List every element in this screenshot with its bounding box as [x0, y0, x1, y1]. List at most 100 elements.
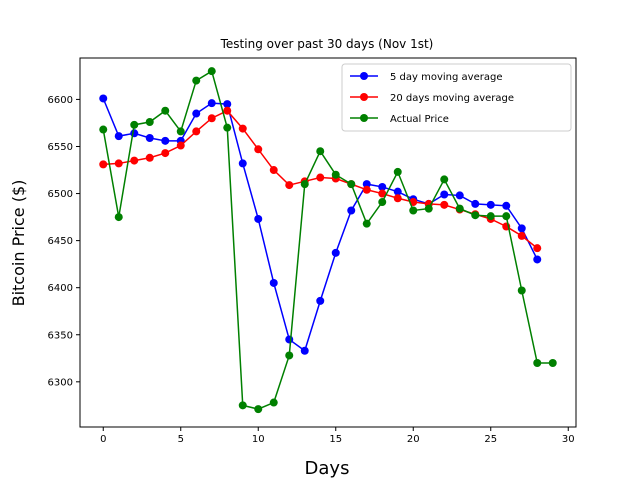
data-point	[440, 175, 449, 184]
data-point	[548, 358, 557, 367]
data-point	[223, 106, 232, 115]
legend-box	[341, 63, 572, 132]
data-point	[254, 405, 263, 414]
data-point	[269, 166, 278, 175]
x-axis-title: Days	[305, 458, 350, 479]
legend-label: 5 day moving average	[390, 72, 502, 83]
data-point	[114, 159, 123, 168]
data-point	[486, 200, 495, 209]
x-tick-label: 25	[484, 434, 497, 445]
data-point	[285, 335, 294, 344]
data-point	[238, 401, 247, 410]
legend-item: Actual Price	[350, 114, 449, 125]
data-point	[99, 160, 108, 169]
data-point	[207, 67, 216, 76]
data-point	[99, 94, 108, 103]
data-point	[393, 167, 402, 176]
data-point	[455, 204, 464, 213]
legend-marker	[360, 114, 368, 122]
data-point	[130, 129, 139, 138]
data-point	[238, 124, 247, 133]
data-point	[300, 346, 309, 355]
y-tick-label: 6300	[48, 377, 73, 388]
data-point	[502, 212, 511, 221]
data-point	[471, 199, 480, 208]
data-point	[238, 159, 247, 168]
data-point	[285, 351, 294, 360]
data-point	[393, 194, 402, 203]
data-point	[176, 127, 185, 136]
y-axis-title: Bitcoin Price ($)	[9, 180, 28, 307]
data-point	[300, 180, 309, 189]
data-point	[114, 213, 123, 222]
data-point	[440, 200, 449, 209]
data-point	[517, 286, 526, 295]
data-point	[331, 170, 340, 179]
data-point	[316, 173, 325, 182]
data-point	[517, 224, 526, 233]
data-point	[378, 182, 387, 191]
data-point	[533, 255, 542, 264]
data-point	[145, 118, 154, 127]
x-tick-label: 15	[329, 434, 342, 445]
series-3	[99, 67, 557, 414]
data-point	[362, 180, 371, 189]
x-tick-label: 20	[407, 434, 420, 445]
data-point	[393, 187, 402, 196]
x-axis: 0 5 10 15 20 25 30	[100, 427, 575, 445]
y-tick-label: 6350	[48, 330, 73, 341]
data-point	[223, 100, 232, 109]
x-tick-label: 10	[252, 434, 265, 445]
legend-item: 5 day moving average	[350, 72, 502, 83]
legend-label: 20 days moving average	[390, 93, 514, 104]
x-tick-label: 30	[562, 434, 575, 445]
data-point	[331, 248, 340, 257]
data-point	[192, 109, 201, 118]
data-point	[285, 181, 294, 190]
data-point	[440, 190, 449, 199]
data-point	[362, 219, 371, 228]
data-point	[130, 156, 139, 165]
y-axis: 6300 6350 6400 6450 6500 6550 6600	[48, 95, 80, 388]
data-point	[176, 141, 185, 150]
data-point	[269, 278, 278, 287]
data-point	[207, 99, 216, 108]
data-point	[145, 153, 154, 162]
x-tick-label: 5	[178, 434, 184, 445]
data-point	[114, 132, 123, 141]
y-tick-label: 6500	[48, 189, 73, 200]
data-point	[409, 206, 418, 215]
data-point	[192, 76, 201, 85]
chart-title: Testing over past 30 days (Nov 1st)	[220, 37, 434, 51]
data-point	[99, 125, 108, 134]
data-point	[455, 191, 464, 200]
legend-label: Actual Price	[390, 114, 449, 125]
data-point	[145, 134, 154, 143]
data-point	[378, 198, 387, 207]
data-point	[192, 127, 201, 136]
data-point	[378, 189, 387, 198]
data-point	[316, 147, 325, 156]
data-point	[517, 231, 526, 240]
data-point	[347, 180, 356, 189]
data-point	[254, 145, 263, 154]
y-tick-label: 6450	[48, 236, 73, 247]
data-point	[486, 212, 495, 221]
data-point	[502, 201, 511, 210]
data-point	[269, 398, 278, 407]
plot-frame	[79, 57, 577, 428]
legend-item: 20 days moving average	[350, 93, 514, 104]
data-point	[316, 296, 325, 305]
legend-marker	[360, 72, 368, 80]
legend-marker	[360, 93, 368, 101]
y-tick-label: 6550	[48, 142, 73, 153]
data-point	[424, 204, 433, 213]
y-tick-label: 6600	[48, 95, 73, 106]
data-point	[254, 214, 263, 223]
data-point	[347, 206, 356, 215]
data-point	[471, 211, 480, 220]
x-tick-label: 0	[100, 434, 106, 445]
y-tick-label: 6400	[48, 283, 73, 294]
data-point	[130, 120, 139, 129]
data-point	[533, 244, 542, 253]
